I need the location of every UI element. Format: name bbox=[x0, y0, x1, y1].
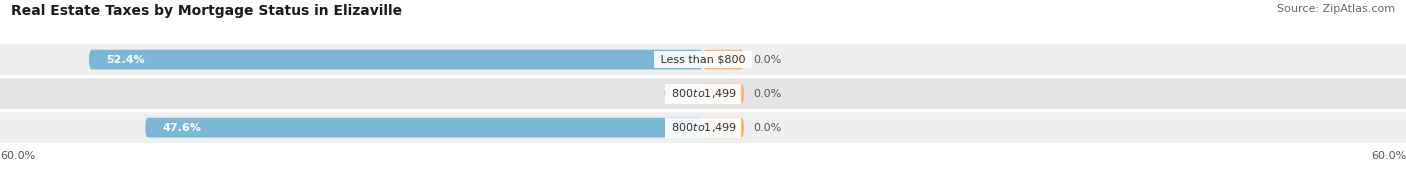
FancyBboxPatch shape bbox=[89, 50, 703, 69]
FancyBboxPatch shape bbox=[703, 50, 744, 69]
Text: Real Estate Taxes by Mortgage Status in Elizaville: Real Estate Taxes by Mortgage Status in … bbox=[11, 4, 402, 18]
Text: 0.0%: 0.0% bbox=[664, 89, 692, 99]
FancyBboxPatch shape bbox=[145, 118, 703, 137]
Text: 52.4%: 52.4% bbox=[107, 55, 145, 65]
FancyBboxPatch shape bbox=[0, 78, 1406, 109]
Text: 0.0%: 0.0% bbox=[754, 55, 782, 65]
Text: $800 to $1,499: $800 to $1,499 bbox=[668, 87, 738, 100]
Text: 0.0%: 0.0% bbox=[754, 89, 782, 99]
Text: 47.6%: 47.6% bbox=[163, 123, 201, 133]
Text: Less than $800: Less than $800 bbox=[657, 55, 749, 65]
Text: 60.0%: 60.0% bbox=[1371, 152, 1406, 161]
FancyBboxPatch shape bbox=[703, 84, 744, 104]
Text: $800 to $1,499: $800 to $1,499 bbox=[668, 121, 738, 134]
Text: 0.0%: 0.0% bbox=[754, 123, 782, 133]
FancyBboxPatch shape bbox=[0, 44, 1406, 75]
FancyBboxPatch shape bbox=[703, 118, 744, 137]
Text: 60.0%: 60.0% bbox=[0, 152, 35, 161]
Text: Source: ZipAtlas.com: Source: ZipAtlas.com bbox=[1277, 4, 1395, 14]
FancyBboxPatch shape bbox=[0, 112, 1406, 143]
